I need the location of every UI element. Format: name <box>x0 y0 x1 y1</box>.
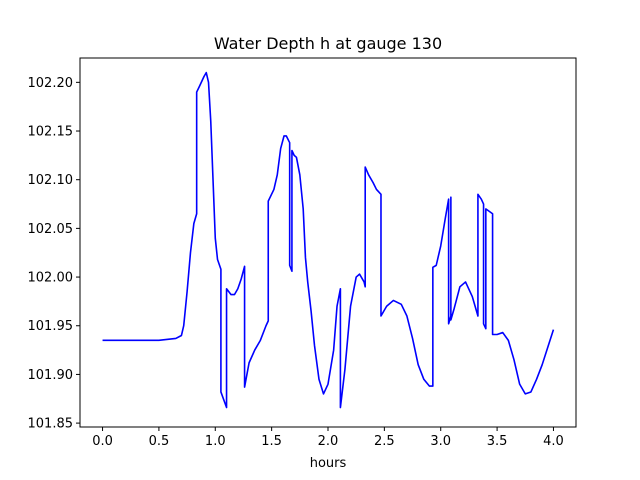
x-axis-ticks: 0.0 0.5 1.0 1.5 2.0 2.5 3.0 3.5 4.0 <box>92 427 564 449</box>
y-tick-label: 101.95 <box>28 319 74 334</box>
y-tick-label: 102.20 <box>28 76 74 91</box>
y-tick-label: 101.85 <box>28 417 74 432</box>
x-tick-label: 0.5 <box>149 434 170 449</box>
x-tick-label: 3.0 <box>430 434 451 449</box>
y-axis-ticks: 101.85 101.90 101.95 102.00 102.05 102.10 102.… <box>28 76 80 432</box>
x-tick-label: 1.0 <box>205 434 226 449</box>
y-tick-label: 102.15 <box>28 125 74 140</box>
x-tick-label: 4.0 <box>543 434 564 449</box>
x-tick-label: 2.0 <box>318 434 339 449</box>
chart-title: Water Depth h at gauge 130 <box>214 34 442 53</box>
y-tick-label: 101.90 <box>28 368 74 383</box>
x-tick-label: 1.5 <box>261 434 282 449</box>
y-tick-label: 102.10 <box>28 173 74 188</box>
x-tick-label: 3.5 <box>487 434 508 449</box>
x-tick-label: 0.0 <box>92 434 113 449</box>
x-tick-label: 2.5 <box>374 434 395 449</box>
y-tick-label: 102.05 <box>28 222 74 237</box>
x-axis-label: hours <box>310 456 347 471</box>
series-layer <box>102 71 555 409</box>
axes-frame <box>79 57 577 428</box>
series-line <box>102 71 555 409</box>
y-tick-label: 102.00 <box>28 271 74 286</box>
